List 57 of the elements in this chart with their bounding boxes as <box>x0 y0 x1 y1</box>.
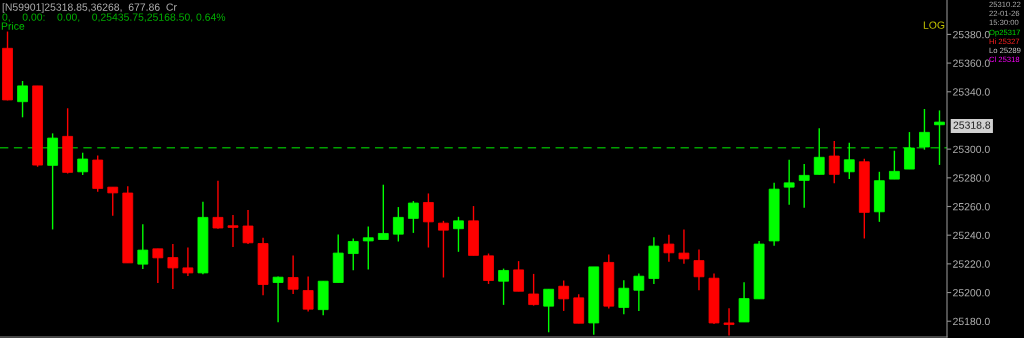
candlestick <box>618 279 630 315</box>
candlestick <box>152 248 164 284</box>
candlestick <box>17 80 28 118</box>
candlestick <box>738 281 750 323</box>
candlestick <box>423 192 434 249</box>
candlestick <box>723 307 735 337</box>
y-tick-label: 25380.0 <box>953 30 990 39</box>
y-tick-label: 25260.0 <box>953 203 990 211</box>
candlestick <box>347 237 359 271</box>
candlestick <box>407 200 419 234</box>
y-tick-label: 25360.0 <box>953 59 990 67</box>
candlestick <box>287 254 299 295</box>
candlestick <box>107 186 119 217</box>
y-tick-label: 25340.0 <box>953 88 990 96</box>
candlestick <box>783 159 795 206</box>
candlestick <box>513 260 524 292</box>
candlestick <box>828 140 840 184</box>
candlestick <box>934 109 945 166</box>
text: 25318.8 <box>953 121 991 129</box>
annotation: Price <box>1 22 25 30</box>
y-tick-label: 25200.0 <box>953 289 990 297</box>
candlestick <box>453 216 464 253</box>
y-tick-label: 25180.0 <box>953 317 990 326</box>
candlestick <box>182 246 194 277</box>
candlestick <box>678 228 690 265</box>
candlestick <box>227 214 239 248</box>
candlestick <box>302 275 314 313</box>
candlestick <box>528 273 540 307</box>
y-tick-label: 25280.0 <box>953 174 990 182</box>
candlestick <box>663 234 675 263</box>
candlestick <box>167 243 179 290</box>
candlestick <box>362 225 374 271</box>
candlestick <box>77 152 89 176</box>
candlestick <box>558 279 570 312</box>
candlestick <box>212 179 224 230</box>
candlestick <box>392 206 404 243</box>
candlestick <box>889 150 900 180</box>
candlestick <box>242 209 254 245</box>
candlestick <box>498 267 509 306</box>
text: 0, 0.00: 0.00, 0,25435.75,25168.50, 0.64% <box>2 13 226 23</box>
y-tick-label: 25300.0 <box>953 145 990 154</box>
candlestick <box>137 223 149 270</box>
candlestick <box>798 163 810 209</box>
candlestick <box>919 108 930 151</box>
chart-title: [N59901]25318.85,36268, 677.86 Cr <box>2 3 177 13</box>
y-tick-label: 25240.0 <box>953 231 990 240</box>
candlestick <box>693 248 705 291</box>
candlestick <box>843 141 855 180</box>
candlestick <box>272 275 284 323</box>
candlestick <box>543 288 555 333</box>
annotation: LOG <box>923 21 945 29</box>
y-tick-label: 25220.0 <box>953 260 990 268</box>
candlestick <box>904 131 915 170</box>
candlestick <box>813 127 825 176</box>
candlestick <box>633 272 645 312</box>
candlestick <box>377 184 389 241</box>
candlestick <box>438 220 449 279</box>
